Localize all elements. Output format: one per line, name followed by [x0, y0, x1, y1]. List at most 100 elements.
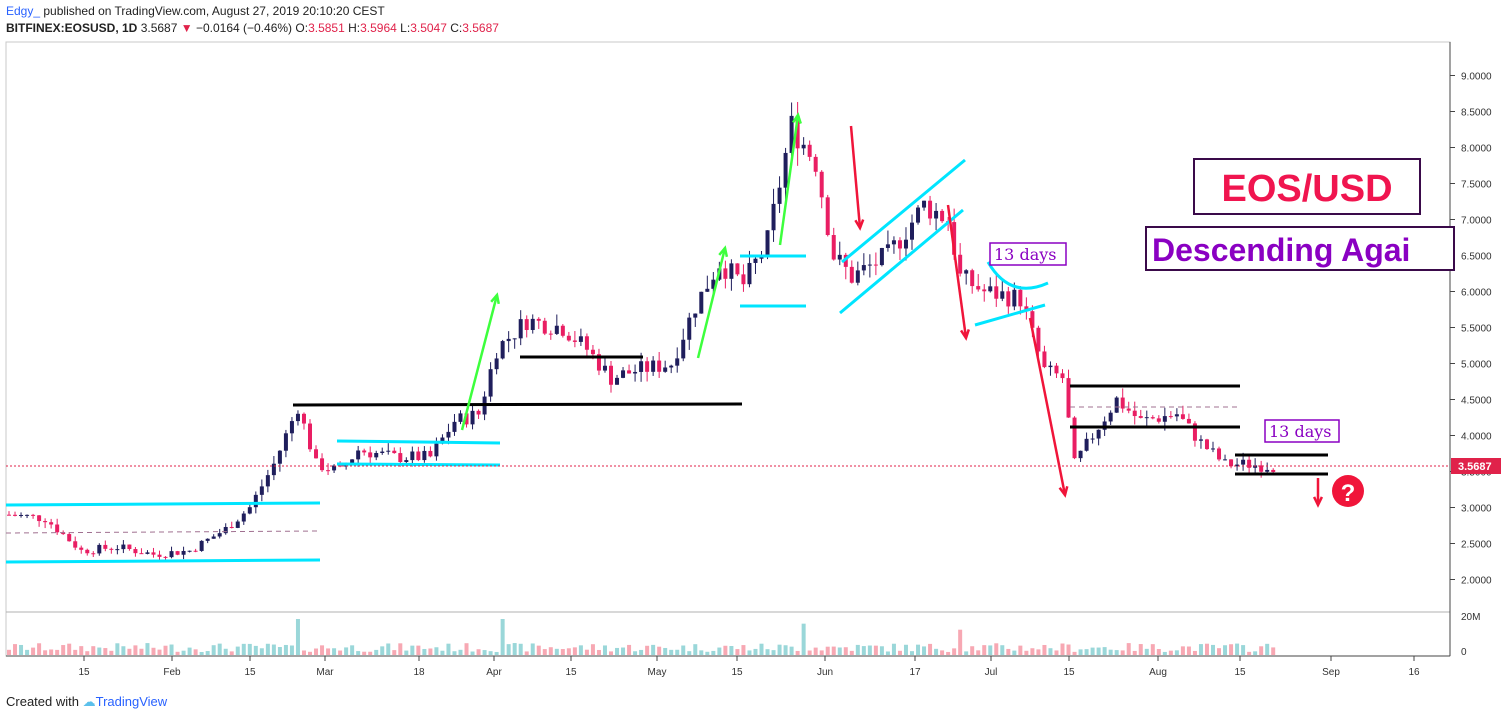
- range-bottom-line: [5, 558, 321, 564]
- time-axis[interactable]: 15 Feb 15 Mar 18 Apr 15 May 15 Jun 17 Jul 15 Aug 15 Sep…: [78, 656, 1420, 678]
- volume-bar: [777, 644, 782, 655]
- candle-body: [512, 338, 517, 340]
- volume-bar: [994, 643, 999, 655]
- candle-body: [1006, 291, 1011, 307]
- volume-bar: [229, 651, 234, 655]
- candle-body: [368, 452, 373, 458]
- subtitle-box: [1145, 226, 1455, 271]
- volume-bar: [982, 645, 987, 655]
- title-box: [1193, 158, 1421, 215]
- volume-bar: [1204, 643, 1209, 655]
- wedge-top-curve: [986, 261, 1049, 290]
- volume-bar: [705, 651, 710, 655]
- volume-bar: [891, 643, 896, 655]
- volume-bar: [693, 644, 698, 655]
- volume-bar: [903, 644, 908, 655]
- candle-body: [7, 514, 11, 516]
- volume-bar: [916, 644, 921, 655]
- volume-bar: [187, 647, 192, 655]
- volume-bar: [271, 644, 276, 655]
- candle-body: [301, 413, 306, 424]
- price-tag-label: 3.5687: [1458, 461, 1492, 473]
- volume-bar: [1108, 649, 1113, 655]
- candle-body: [1114, 397, 1119, 413]
- candle-body: [428, 450, 433, 457]
- candle-body: [681, 339, 686, 359]
- volume-bar: [639, 649, 644, 655]
- volume-bar: [946, 651, 951, 655]
- price-chart[interactable]: 9.0000 8.5000 8.0000 7.5000 7.0000 6.5000 6.00…: [0, 0, 1508, 690]
- volume-bar: [295, 619, 300, 655]
- time-tick-label: Apr: [486, 667, 502, 678]
- volume-bar: [651, 644, 656, 655]
- candle-body: [386, 450, 391, 452]
- candle-body: [536, 318, 541, 321]
- candle-body: [265, 475, 270, 487]
- volume-bar: [157, 649, 162, 655]
- price-tick-label: 5.5000: [1461, 324, 1492, 335]
- volume-bar: [386, 643, 391, 655]
- candle-body: [566, 335, 571, 341]
- candle-body: [584, 336, 589, 350]
- high-value: 3.5964: [360, 21, 397, 35]
- author-link[interactable]: Edgy_: [6, 4, 41, 18]
- up-arrow-head: [791, 112, 802, 124]
- price-tick-label: 8.0000: [1461, 144, 1492, 155]
- volume-bar: [97, 647, 102, 655]
- time-tick-label: Mar: [316, 667, 334, 678]
- symbol-label[interactable]: BITFINEX:EOSUSD, 1D: [6, 21, 138, 35]
- close-label: C:: [450, 21, 463, 35]
- volume-bar: [1265, 643, 1270, 655]
- time-tick-label: 15: [244, 667, 256, 678]
- candle-body: [554, 325, 559, 334]
- volume-bar: [669, 649, 674, 655]
- price-tick-label: 2.5000: [1461, 540, 1492, 551]
- candle-body: [1162, 416, 1167, 422]
- channel-bottom-line: [839, 208, 964, 315]
- volume-bar: [675, 649, 680, 655]
- candle-body: [1198, 439, 1203, 441]
- candle-body: [771, 203, 776, 231]
- volume-bar: [873, 645, 878, 655]
- volume-bar: [1036, 649, 1041, 655]
- volume-bar: [711, 650, 716, 655]
- candle-body: [392, 450, 397, 454]
- question-icon: [1332, 475, 1364, 507]
- volume-bar: [910, 651, 914, 655]
- candle-body: [193, 550, 198, 552]
- candle-body: [259, 486, 264, 495]
- volume-bar: [127, 648, 132, 655]
- volume-bar: [181, 650, 186, 655]
- candle-body: [994, 286, 999, 299]
- volume-bar: [211, 645, 216, 655]
- candle-body: [1241, 459, 1246, 465]
- volume-bar: [1084, 649, 1089, 655]
- candle-body: [548, 333, 553, 335]
- volume-bar: [308, 651, 312, 655]
- volume-bar: [428, 648, 433, 655]
- volume-bar: [458, 649, 463, 655]
- candle-body: [91, 553, 96, 555]
- candle-body: [1090, 438, 1095, 440]
- tradingview-brand[interactable]: TradingView: [95, 694, 168, 709]
- candle-body: [1144, 417, 1149, 419]
- candle-body: [1084, 438, 1089, 451]
- volume-bar: [1156, 649, 1161, 655]
- volume-bar: [723, 645, 728, 655]
- candle-body: [223, 526, 228, 534]
- volume-bar: [771, 650, 776, 655]
- volume-bar: [356, 651, 361, 655]
- volume-bar: [79, 646, 84, 655]
- candle-body: [1211, 448, 1215, 450]
- candle-body: [115, 549, 120, 551]
- candle-body: [633, 371, 638, 374]
- volume-bar: [1192, 650, 1197, 655]
- volume-bar: [512, 643, 517, 655]
- price-axis[interactable]: 9.0000 8.5000 8.0000 7.5000 7.0000 6.5000 6.00…: [1450, 72, 1492, 659]
- volume-bar: [103, 648, 108, 655]
- close-value: 3.5687: [462, 21, 499, 35]
- candle-body: [837, 254, 842, 260]
- candle-body: [241, 513, 246, 522]
- candle-body: [1054, 365, 1059, 374]
- volume-bar: [542, 649, 547, 655]
